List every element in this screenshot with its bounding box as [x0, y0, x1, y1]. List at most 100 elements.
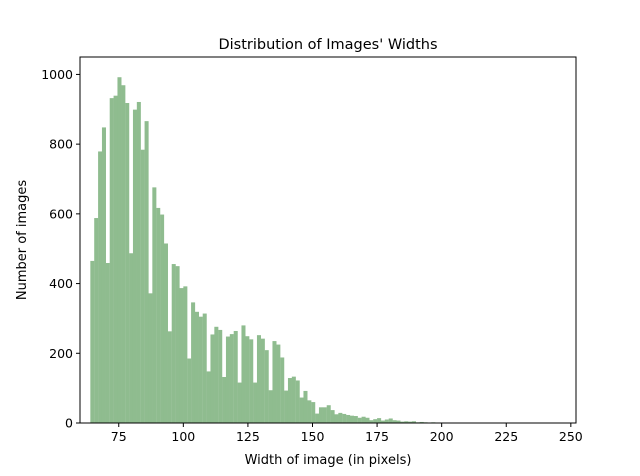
histogram-bar	[400, 421, 405, 423]
x-tick-label: 75	[111, 429, 127, 444]
histogram-bar	[202, 313, 207, 423]
histogram-bar	[210, 334, 215, 423]
histogram-bar	[206, 371, 211, 423]
histogram-bar	[318, 407, 323, 423]
histogram-bar	[377, 418, 382, 423]
histogram-bar	[175, 266, 180, 423]
histogram-bar	[380, 420, 385, 423]
histogram-bar	[94, 218, 99, 423]
histogram-bar	[311, 402, 316, 423]
histogram-bar	[353, 416, 358, 423]
chart-title: Distribution of Images' Widths	[218, 37, 437, 53]
histogram-bar	[299, 397, 304, 423]
histogram-bar	[249, 339, 254, 423]
histogram-bar	[411, 421, 416, 423]
histogram-bar	[225, 336, 230, 423]
histogram-bar	[260, 338, 265, 423]
histogram-bar	[121, 85, 126, 423]
histogram-bar	[144, 121, 149, 423]
histogram-bar	[268, 390, 273, 423]
histogram-bar	[287, 378, 292, 423]
histogram-bar	[330, 410, 335, 423]
histogram-bar	[101, 127, 106, 423]
x-tick-label: 200	[430, 429, 454, 444]
histogram-bar	[349, 415, 354, 423]
histogram-bar	[167, 331, 172, 423]
histogram-bar	[163, 243, 168, 423]
x-tick-label: 125	[236, 429, 260, 444]
histogram-bar	[98, 151, 103, 423]
histogram-bar	[253, 382, 258, 423]
histogram-bar	[346, 414, 351, 423]
histogram-bar	[361, 416, 366, 423]
histogram-bar	[256, 335, 261, 423]
histogram-bar	[194, 311, 199, 423]
histogram-bar	[388, 418, 393, 423]
histogram-bar	[179, 288, 184, 423]
histogram-bar	[357, 417, 362, 423]
histogram-bar	[129, 253, 134, 423]
y-axis-ticks: 0 200 400 600 800 1000	[41, 67, 80, 431]
histogram-bar	[241, 325, 246, 423]
y-tick-label: 200	[49, 346, 73, 361]
histogram-bar	[322, 407, 327, 423]
x-tick-label: 100	[171, 429, 195, 444]
y-tick-label: 1000	[41, 67, 73, 82]
histogram-bar	[392, 420, 397, 423]
axes-frame	[79, 56, 577, 424]
histogram-bar	[326, 405, 331, 423]
histogram-bar	[272, 341, 277, 423]
histogram-bar	[315, 413, 320, 423]
histogram-bar	[117, 77, 122, 423]
histogram-bar	[171, 264, 176, 423]
histogram-bar	[264, 350, 269, 423]
histogram-bar	[222, 376, 227, 423]
x-tick-label: 250	[559, 429, 583, 444]
histogram-bar	[214, 326, 219, 423]
histogram-bar	[113, 95, 118, 423]
histogram-bar	[295, 380, 300, 423]
histogram-bar	[183, 286, 188, 423]
x-tick-label: 150	[301, 429, 325, 444]
histogram-bar	[152, 187, 157, 423]
y-tick-label: 600	[49, 206, 73, 221]
histogram-bar	[237, 382, 242, 423]
histogram-bar	[384, 419, 389, 423]
histogram-bar	[148, 293, 153, 423]
histogram-bar	[125, 103, 130, 423]
histogram-bar	[404, 421, 409, 423]
histogram-bar	[280, 357, 285, 423]
histogram-bar	[396, 420, 401, 423]
histogram-bar	[105, 263, 110, 423]
histogram-bar	[191, 302, 196, 423]
histogram-bar	[140, 149, 145, 423]
histogram-bar	[342, 413, 347, 423]
histogram-bar	[291, 376, 296, 423]
bars-group	[90, 77, 564, 423]
x-tick-label: 225	[494, 429, 518, 444]
histogram-bar	[307, 400, 312, 423]
y-axis-label: Number of images	[15, 180, 30, 301]
x-axis-label: Width of image (in pixels)	[245, 453, 412, 468]
histogram-bar	[334, 414, 339, 423]
histogram-bar	[233, 330, 238, 423]
histogram-bar	[284, 390, 289, 423]
histogram-bar	[245, 336, 250, 423]
x-axis-ticks: 75 100 125 150 175 200 225 250	[111, 423, 583, 444]
histogram-bar	[90, 260, 95, 423]
histogram-bar	[160, 214, 165, 423]
x-tick-label: 175	[365, 429, 389, 444]
histogram-bar	[156, 207, 161, 423]
histogram-bar	[419, 421, 424, 423]
histogram-bar	[198, 316, 203, 423]
histogram-bar	[218, 329, 223, 423]
histogram-bar	[109, 98, 114, 423]
histogram-bar	[338, 412, 343, 423]
histogram-bar	[132, 109, 137, 423]
histogram-bar	[187, 358, 192, 423]
histogram-bar	[136, 101, 141, 423]
y-tick-label: 0	[65, 416, 73, 431]
histogram-bar	[303, 390, 308, 423]
histogram-bar	[408, 421, 413, 423]
